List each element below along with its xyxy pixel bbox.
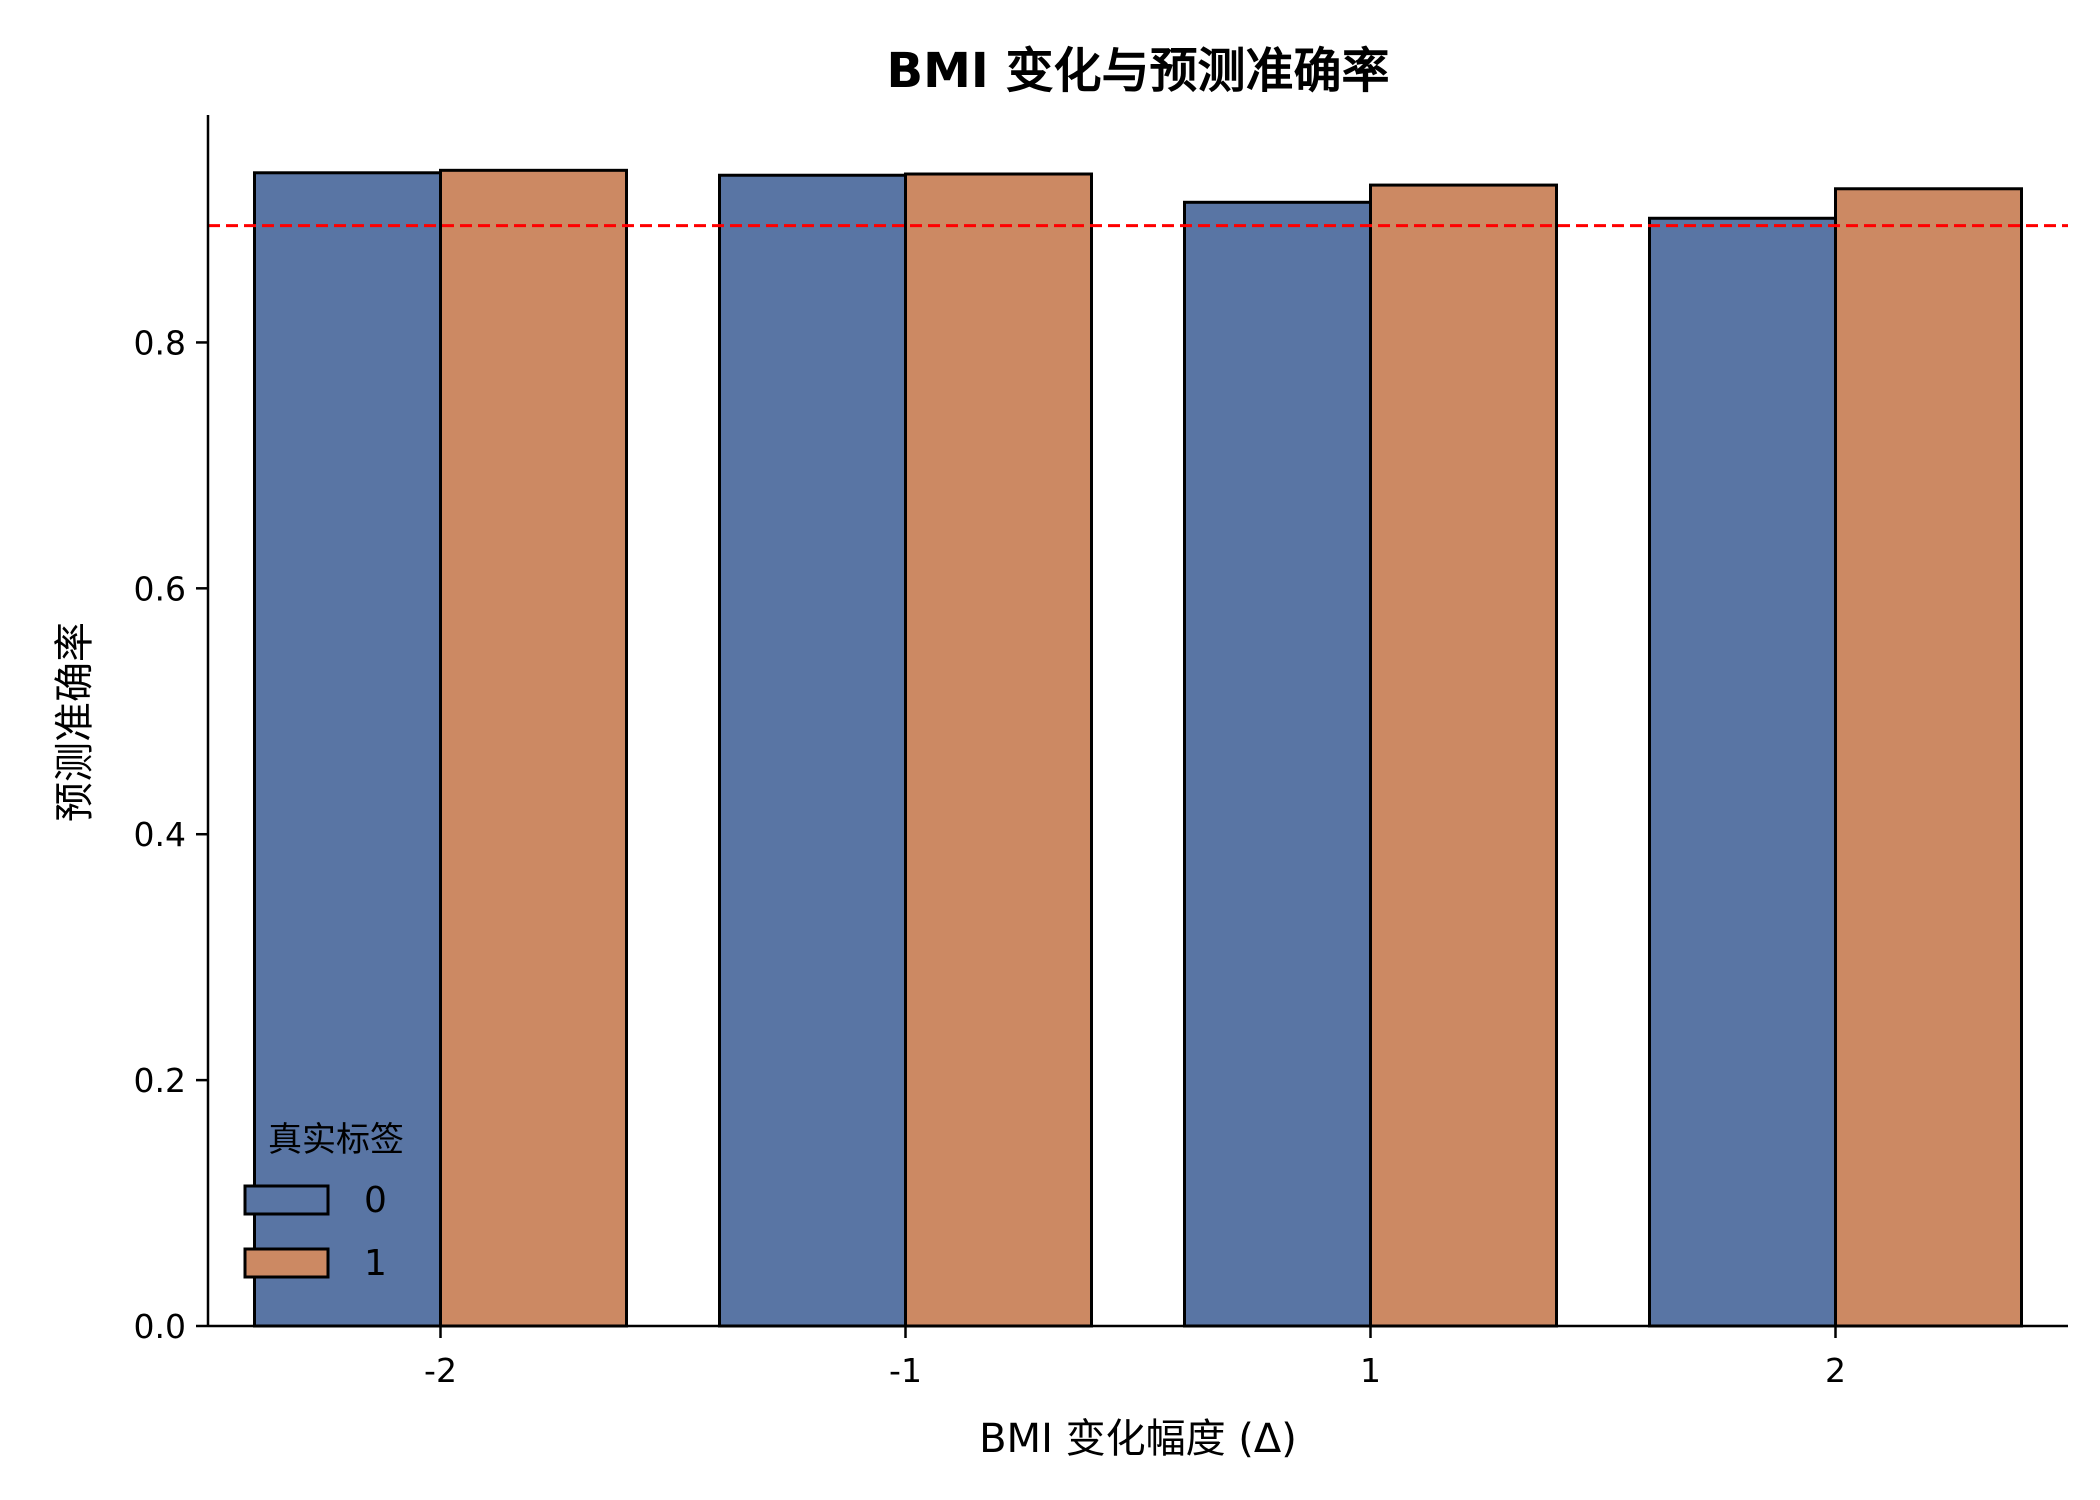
x-tick-label: -1 bbox=[889, 1351, 922, 1390]
y-axis-title: 预测准确率 bbox=[52, 622, 98, 822]
legend-swatch-1 bbox=[243, 1247, 330, 1279]
chart-title: BMI 变化与预测准确率 bbox=[887, 43, 1390, 99]
bar-series-1-cat--2 bbox=[439, 168, 628, 1328]
legend-swatch-0 bbox=[243, 1184, 330, 1216]
bar-series-1-cat-2 bbox=[1834, 187, 2023, 1328]
y-tick-label: 0.2 bbox=[134, 1061, 186, 1100]
x-tick-label: 2 bbox=[1825, 1351, 1846, 1390]
x-tick-label: 1 bbox=[1360, 1351, 1381, 1390]
legend: 真实标签 0 1 bbox=[243, 1120, 404, 1284]
bar-series-1-cat-1 bbox=[1369, 183, 1558, 1328]
axes: 0.0 0.2 0.4 0.6 0.8 -2 -1 1 2 bbox=[134, 115, 2068, 1390]
bar-series-1-cat--1 bbox=[904, 172, 1093, 1328]
bar-series-0-cat--2 bbox=[253, 171, 442, 1328]
y-tick-label: 0.6 bbox=[134, 569, 186, 608]
y-tick-label: 0.0 bbox=[134, 1307, 186, 1346]
bar-series-0-cat-2 bbox=[1648, 216, 1837, 1328]
legend-label-1: 1 bbox=[364, 1243, 387, 1284]
y-tick-label: 0.4 bbox=[134, 815, 186, 854]
x-tick-label: -2 bbox=[424, 1351, 457, 1390]
legend-title: 真实标签 bbox=[268, 1120, 404, 1160]
plot-area bbox=[253, 168, 2023, 1328]
legend-label-0: 0 bbox=[364, 1180, 387, 1221]
bar-series-0-cat-1 bbox=[1183, 200, 1372, 1328]
x-axis-title: BMI 变化幅度 (Δ) bbox=[979, 1416, 1297, 1462]
y-tick-label: 0.8 bbox=[134, 323, 186, 362]
bar-series-0-cat--1 bbox=[718, 173, 907, 1328]
